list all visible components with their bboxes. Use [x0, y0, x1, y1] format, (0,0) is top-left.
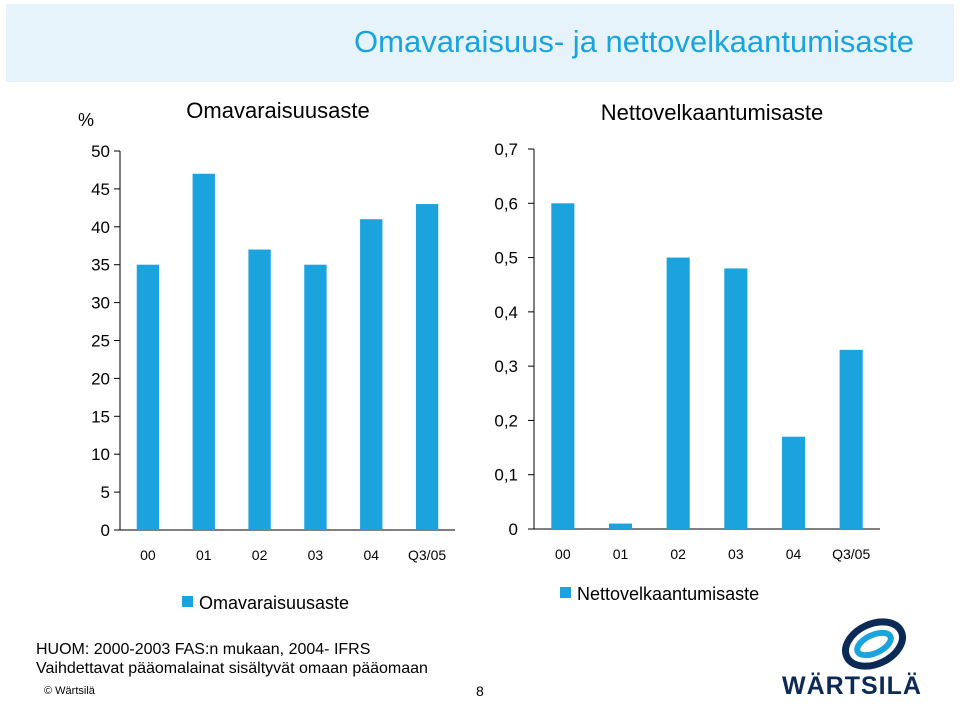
right-bar-3	[724, 268, 748, 529]
right-category-label: 02	[670, 546, 686, 562]
right-bar-0	[551, 203, 575, 530]
left-y-tick-label: 35	[91, 256, 110, 275]
left-y-tick-label: 50	[91, 142, 110, 161]
right-y-tick-label: 0,1	[494, 466, 518, 485]
copyright-text: © Wärtsilä	[44, 685, 95, 697]
note-line-1: HUOM: 2000-2003 FAS:n mukaan, 2004- IFRS	[36, 641, 371, 658]
left-y-tick-label: 30	[91, 294, 110, 313]
right-bar-1	[608, 523, 633, 529]
left-bar-1	[192, 173, 215, 531]
right-category-label: Q3/05	[832, 546, 870, 562]
wartsila-logo-icon	[842, 618, 906, 670]
page-title: Omavaraisuus- ja nettovelkaantumisaste	[354, 24, 914, 59]
wartsila-logo-text: WÄRTSILÄ	[782, 672, 922, 700]
left-y-tick-label: 25	[91, 332, 110, 351]
left-chart-title: Omavaraisuusaste	[186, 98, 369, 123]
left-y-tick-label: 5	[101, 483, 110, 502]
right-bar-4	[781, 436, 806, 529]
right-category-label: 03	[728, 546, 744, 562]
left-bar-2	[248, 249, 271, 531]
left-y-tick-label: 15	[91, 407, 110, 426]
left-bar-4	[360, 219, 383, 530]
right-y-tick-label: 0,4	[494, 303, 518, 322]
left-legend-label: Omavaraisuusaste	[199, 593, 349, 613]
right-y-tick-label: 0,3	[494, 357, 518, 376]
right-category-label: 00	[555, 546, 571, 562]
left-bar-5	[415, 204, 439, 530]
left-category-label: 02	[252, 547, 268, 563]
left-y-tick-label: 40	[91, 218, 110, 237]
left-category-label: Q3/05	[408, 547, 446, 563]
right-y-tick-label: 0	[509, 520, 518, 539]
left-category-label: 00	[140, 547, 156, 563]
left-unit-label: %	[78, 110, 94, 130]
title-bar: Omavaraisuus- ja nettovelkaantumisaste	[6, 4, 954, 82]
right-category-label: 01	[613, 546, 629, 562]
left-bar-0	[136, 264, 160, 530]
right-legend-label: Nettovelkaantumisaste	[577, 584, 759, 604]
left-category-label: 01	[196, 547, 212, 563]
left-y-tick-label: 10	[91, 445, 110, 464]
left-y-tick-label: 20	[91, 369, 110, 388]
left-y-tick-label: 0	[101, 521, 110, 540]
right-bar-2	[666, 257, 690, 529]
note-line-2: Vaihdettavat pääomalainat sisältyvät oma…	[36, 660, 428, 677]
left-y-tick-label: 45	[91, 180, 110, 199]
right-y-tick-label: 0,6	[494, 194, 518, 213]
right-y-tick-label: 0,5	[494, 249, 518, 268]
left-legend-swatch	[182, 596, 193, 607]
right-category-label: 04	[786, 546, 802, 562]
left-category-label: 04	[363, 547, 379, 563]
right-y-tick-label: 0,7	[494, 140, 518, 159]
left-bar-3	[304, 264, 327, 530]
right-chart-title: Nettovelkaantumisaste	[601, 100, 824, 125]
right-legend-swatch	[560, 587, 571, 598]
left-category-label: 03	[308, 547, 324, 563]
page-number: 8	[476, 683, 484, 699]
right-bar-5	[839, 349, 863, 529]
right-y-tick-label: 0,2	[494, 411, 518, 430]
